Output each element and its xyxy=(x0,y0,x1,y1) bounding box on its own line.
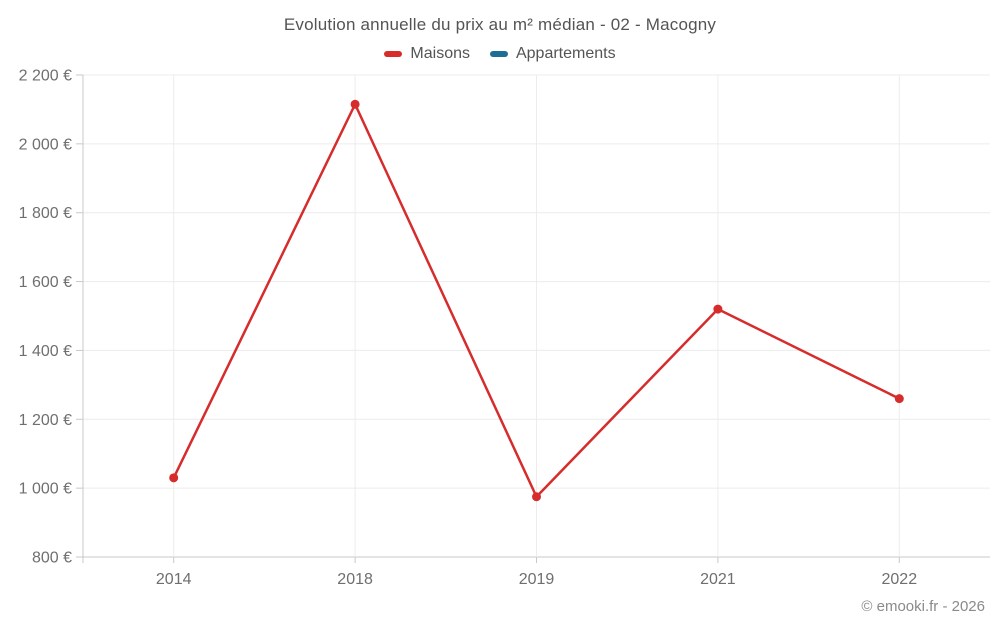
y-tick-label: 1 200 € xyxy=(19,412,72,429)
x-tick-label: 2022 xyxy=(882,571,918,588)
data-point-maisons-2019[interactable] xyxy=(532,492,541,502)
chart-title: Evolution annuelle du prix au m² médian … xyxy=(283,15,717,34)
y-tick-label: 2 200 € xyxy=(19,68,72,85)
data-point-maisons-2018[interactable] xyxy=(350,99,360,109)
data-point-maisons-2021[interactable] xyxy=(713,304,723,314)
y-tick-label: 800 € xyxy=(32,550,72,567)
x-tick-label: 2019 xyxy=(519,571,555,588)
legend-label-appartements: Appartements xyxy=(515,45,616,62)
chart-legend: Maisons Appartements xyxy=(0,45,1000,63)
legend-item-appartements[interactable]: Appartements xyxy=(489,45,616,63)
data-point-maisons-2022[interactable] xyxy=(894,394,904,404)
x-tick-label: 2021 xyxy=(700,571,736,588)
data-point-maisons-2014[interactable] xyxy=(169,473,179,483)
y-tick-label: 1 400 € xyxy=(19,343,72,360)
y-tick-label: 1 600 € xyxy=(19,274,72,291)
y-tick-label: 1 800 € xyxy=(19,205,72,222)
legend-item-maisons[interactable]: Maisons xyxy=(384,45,470,63)
legend-label-maisons: Maisons xyxy=(410,45,470,62)
appartements-series-swatch-icon xyxy=(489,51,508,57)
x-tick-label: 2014 xyxy=(156,571,192,588)
copyright-watermark: © emooki.fr - 2026 xyxy=(861,598,985,615)
y-tick-label: 2 000 € xyxy=(19,136,72,153)
x-tick-label: 2018 xyxy=(337,571,373,588)
maisons-series-swatch-icon xyxy=(384,51,403,57)
y-tick-label: 1 000 € xyxy=(19,481,72,498)
